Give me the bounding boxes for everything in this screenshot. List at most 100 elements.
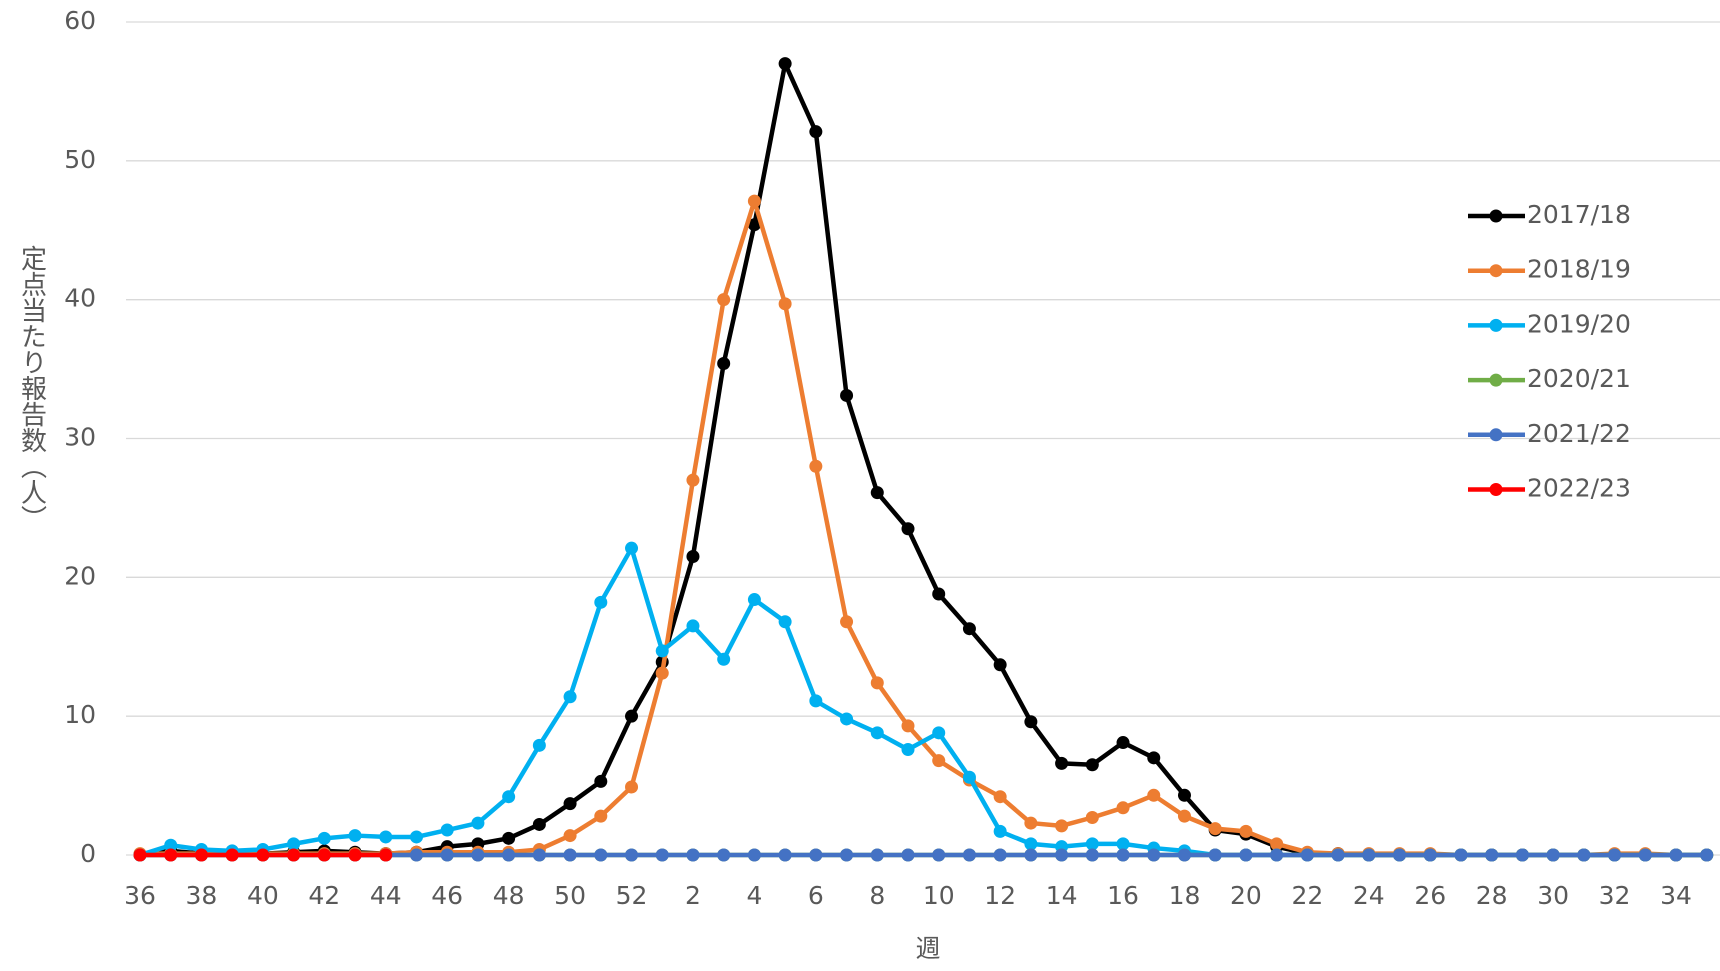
data-point: [717, 293, 731, 307]
data-point: [1393, 848, 1407, 862]
data-point: [1331, 848, 1345, 862]
data-point: [1116, 848, 1130, 862]
data-point: [1024, 848, 1038, 862]
x-tick-label: 18: [1169, 881, 1201, 910]
data-point: [1454, 848, 1468, 862]
data-point: [1239, 824, 1253, 838]
legend-label: 2018/19: [1527, 255, 1631, 284]
data-point: [1177, 809, 1191, 823]
data-point: [747, 218, 761, 232]
data-point: [993, 790, 1007, 804]
data-point: [1577, 848, 1591, 862]
data-point: [379, 830, 393, 844]
data-point: [870, 848, 884, 862]
series-line: [139, 545, 1707, 858]
data-point: [625, 541, 639, 555]
legend-marker: [1489, 318, 1503, 332]
y-tick-label: 20: [64, 561, 96, 590]
x-tick-label: 8: [869, 881, 885, 910]
data-point: [901, 719, 915, 733]
data-point: [502, 790, 516, 804]
data-point: [594, 595, 608, 609]
data-point: [901, 848, 915, 862]
legend-label: 2020/21: [1527, 364, 1631, 393]
data-point: [870, 726, 884, 740]
data-point: [809, 459, 823, 473]
x-tick-label: 50: [554, 881, 586, 910]
x-tick-label: 34: [1660, 881, 1692, 910]
data-point: [471, 816, 485, 830]
legend-label: 2021/22: [1527, 419, 1631, 448]
x-tick-label: 6: [808, 881, 824, 910]
data-point: [502, 848, 516, 862]
x-tick-label: 38: [186, 881, 218, 910]
data-point: [655, 644, 669, 658]
data-point: [563, 829, 577, 843]
data-point: [1423, 848, 1437, 862]
legend-marker: [1489, 209, 1503, 223]
data-point: [256, 848, 270, 862]
legend-marker: [1489, 373, 1503, 387]
data-point: [993, 658, 1007, 672]
data-point: [1638, 848, 1652, 862]
data-point: [532, 848, 546, 862]
data-point: [1116, 837, 1130, 851]
data-point: [164, 848, 178, 862]
data-point: [594, 774, 608, 788]
data-point: [655, 666, 669, 680]
data-point: [932, 848, 946, 862]
x-tick-label: 28: [1476, 881, 1508, 910]
y-tick-label: 0: [80, 839, 96, 868]
data-point: [133, 848, 147, 862]
data-point: [1208, 848, 1222, 862]
data-point: [962, 848, 976, 862]
data-point: [1147, 848, 1161, 862]
legend-marker: [1489, 428, 1503, 442]
data-point: [1085, 811, 1099, 825]
data-point: [840, 388, 854, 402]
series-line: [139, 61, 1707, 858]
data-point: [1700, 848, 1714, 862]
data-point: [809, 848, 823, 862]
x-tick-label: 42: [308, 881, 340, 910]
data-point: [225, 848, 239, 862]
data-point: [379, 848, 393, 862]
data-point: [1116, 736, 1130, 750]
data-point: [686, 848, 700, 862]
x-tick-label: 4: [746, 881, 762, 910]
data-point: [1085, 758, 1099, 772]
y-tick-label: 60: [64, 6, 96, 35]
data-point: [932, 754, 946, 768]
data-point: [932, 587, 946, 601]
data-point: [1085, 848, 1099, 862]
data-point: [594, 848, 608, 862]
data-point: [717, 848, 731, 862]
data-point: [962, 622, 976, 636]
x-tick-label: 40: [247, 881, 279, 910]
data-point: [348, 829, 362, 843]
data-point: [778, 57, 792, 71]
data-point: [1177, 788, 1191, 802]
data-point: [563, 797, 577, 811]
data-point: [809, 694, 823, 708]
legend-label: 2017/18: [1527, 200, 1631, 229]
x-tick-label: 44: [370, 881, 402, 910]
x-tick-label: 26: [1414, 881, 1446, 910]
data-point: [747, 593, 761, 607]
y-axis-label: 定点当たり報告数（人）: [17, 245, 47, 531]
data-point: [1270, 848, 1284, 862]
y-tick-label: 40: [64, 284, 96, 313]
data-point: [717, 357, 731, 371]
data-point: [1485, 848, 1499, 862]
data-point: [440, 823, 454, 837]
x-tick-label: 52: [616, 881, 648, 910]
x-tick-label: 10: [923, 881, 955, 910]
x-tick-label: 20: [1230, 881, 1262, 910]
data-point: [993, 848, 1007, 862]
data-point: [1024, 715, 1038, 729]
data-point: [655, 848, 669, 862]
data-point: [840, 615, 854, 629]
data-point: [686, 619, 700, 633]
x-tick-label: 16: [1107, 881, 1139, 910]
